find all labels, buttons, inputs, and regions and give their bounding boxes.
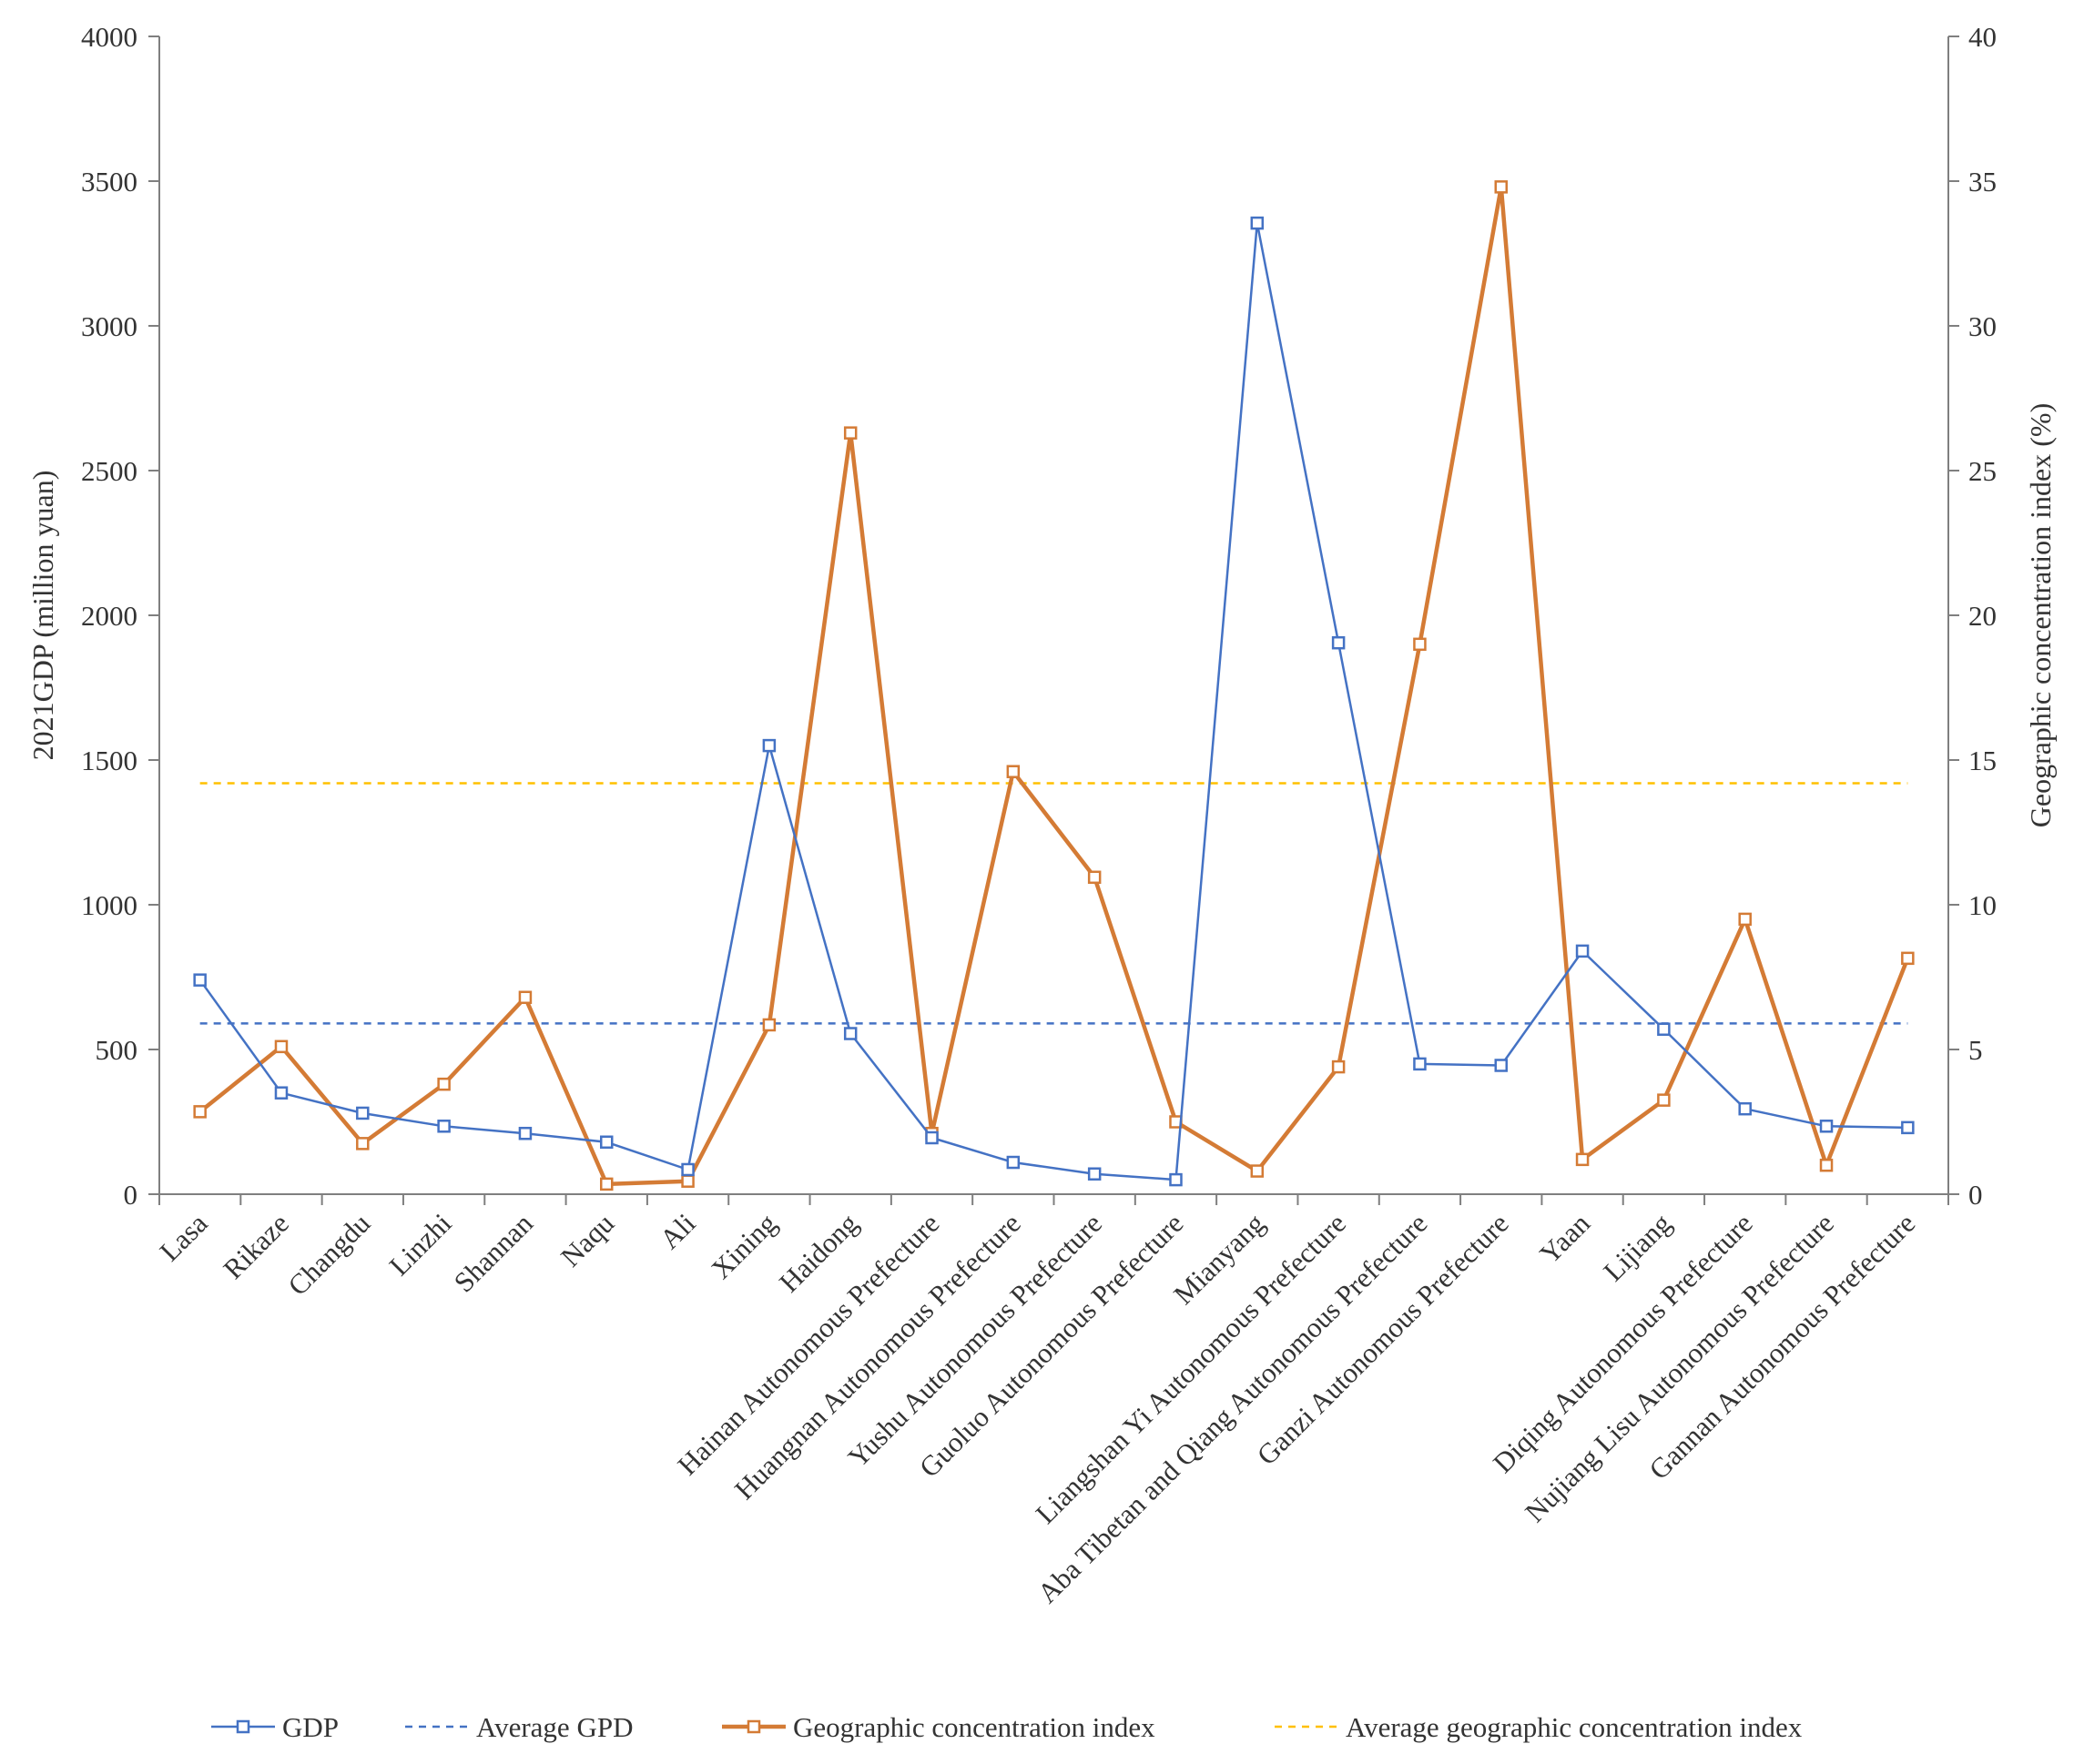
data-point [1575,944,1590,958]
data-point [1331,635,1346,650]
data-point [925,1130,939,1145]
tick-labels: 0 500 1000 1500 2000 2500 3000 3500 4000 0 5 10 15 20… [81,21,1997,1211]
category-label: Changdu [281,1207,376,1302]
legend-marker [747,1719,761,1734]
category-label: Lasa [153,1207,213,1267]
data-point [1657,1093,1671,1107]
data-point [356,1137,370,1151]
data-point [1413,637,1427,652]
left-tick-label: 3000 [81,310,137,342]
data-point [1006,1155,1021,1170]
data-point [1087,870,1102,885]
data-point [1901,951,1915,966]
data-point [437,1077,451,1091]
data-point [1494,180,1508,194]
left-tick-label: 2500 [81,455,137,487]
category-label: Xining [705,1207,783,1285]
right-tick-label: 30 [1968,310,1997,342]
legend: GDP Average GPD Geographic concentration i… [211,1711,1803,1743]
right-tick-label: 0 [1968,1179,1983,1211]
data-point [762,738,777,753]
data-point [1331,1059,1346,1074]
data-point [681,1162,695,1177]
right-tick-label: 15 [1968,745,1997,776]
data-point [1575,1152,1590,1167]
right-tick-label: 35 [1968,166,1997,198]
data-point [1494,1059,1508,1072]
category-label: Ali [654,1207,702,1255]
left-tick-label: 1500 [81,745,137,776]
right-tick-label: 10 [1968,889,1997,921]
data-point [600,1177,614,1191]
data-point [1657,1022,1671,1036]
data-point [1738,912,1752,927]
data-point [600,1135,614,1150]
data-point [1901,1120,1915,1135]
data-point [193,1105,207,1119]
data-point [1413,1057,1427,1071]
data-point [356,1106,370,1120]
data-point [843,1027,858,1040]
series-group [193,180,1915,1191]
category-label: Linzhi [383,1207,458,1282]
legend-label: Average GPD [476,1711,633,1743]
left-tick-label: 1000 [81,889,137,921]
data-point [1738,1101,1752,1116]
data-point [437,1120,451,1133]
data-point [681,1174,695,1188]
y2-axis-title: Geographic concentration index (%) [2024,403,2057,827]
category-label: Rikaze [217,1207,295,1285]
data-point [762,1018,777,1032]
category-label: Lijiang [1597,1207,1677,1287]
right-tick-label: 40 [1968,21,1997,53]
series-line [198,185,1910,1187]
category-label: Yaan [1533,1207,1596,1270]
axis-titles: 2021GDP (million yuan) Geographic concent… [26,403,2057,827]
category-label: Naqu [554,1207,620,1272]
data-point [1087,1167,1102,1181]
axes [148,35,1959,1205]
data-point [274,1039,289,1054]
legend-label: GDP [282,1711,339,1743]
data-point [518,1126,533,1141]
data-point [1819,1120,1834,1133]
legend-label: Geographic concentration index [793,1711,1155,1743]
data-point [1250,1164,1265,1178]
right-tick-label: 20 [1968,600,1997,632]
right-tick-label: 25 [1968,455,1997,487]
left-tick-label: 2000 [81,600,137,632]
reference-lines [199,782,1908,1025]
data-point [1169,1172,1183,1187]
data-point [193,973,207,987]
data-point [1819,1158,1834,1172]
data-point [518,990,533,1005]
category-label: Shannan [448,1207,540,1299]
right-tick-label: 5 [1968,1034,1983,1066]
y-axis-title: 2021GDP (million yuan) [26,471,59,761]
left-tick-label: 500 [96,1034,138,1066]
legend-marker [236,1719,250,1734]
legend-label: Average geographic concentration index [1346,1711,1803,1743]
data-point [1250,216,1265,230]
left-tick-label: 4000 [81,21,137,53]
left-tick-label: 3500 [81,166,137,198]
data-point [843,426,858,440]
series-line [198,221,1908,1181]
data-point [1006,765,1021,778]
left-tick-label: 0 [124,1179,138,1211]
data-point [274,1086,289,1100]
